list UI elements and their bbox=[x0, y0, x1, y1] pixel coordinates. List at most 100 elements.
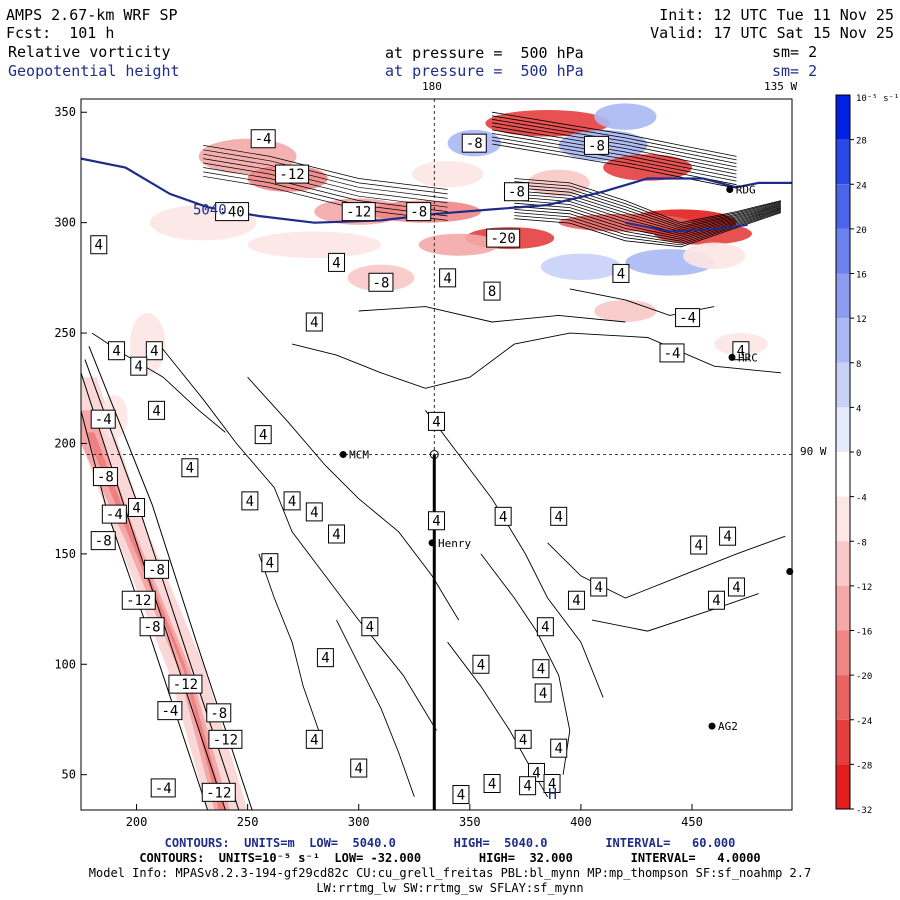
vorticity-contour-label: 4 bbox=[328, 252, 346, 272]
vorticity-contour-label: 4 bbox=[590, 577, 608, 597]
vorticity-contour-label: 4 bbox=[328, 524, 346, 544]
station-label: RDG bbox=[736, 184, 756, 197]
station-dot bbox=[786, 568, 794, 576]
contour-label-text: 4 bbox=[310, 732, 318, 748]
vorticity-contour-label: 4 bbox=[241, 491, 259, 511]
contour-line bbox=[158, 343, 437, 731]
vorticity-contour-label: 4 bbox=[543, 774, 561, 794]
station-label: Henry bbox=[438, 537, 471, 550]
vorticity-contour-label: -8 bbox=[144, 559, 170, 579]
contour-label-box bbox=[108, 341, 126, 361]
vorticity-contour-label: 4 bbox=[732, 341, 750, 361]
contour-line bbox=[358, 306, 626, 323]
contour-line bbox=[88, 346, 253, 810]
shade-patch bbox=[247, 231, 381, 258]
contour-line bbox=[258, 553, 320, 731]
shade-patch bbox=[412, 160, 484, 188]
vorticity-contour-label: 4 bbox=[719, 526, 737, 546]
contour-label-box bbox=[328, 524, 346, 544]
contour-label-text: 4 bbox=[266, 556, 274, 572]
colorbar-tick-label: -28 bbox=[856, 761, 872, 771]
contour-label-box bbox=[472, 654, 490, 674]
field2-smoothing: sm= 2 bbox=[772, 62, 818, 80]
station-label: AG2 bbox=[718, 720, 738, 733]
vorticity-contour-label: 4 bbox=[350, 758, 368, 778]
shade-patch bbox=[418, 233, 499, 256]
vorticity-contour-label: 4 bbox=[316, 648, 334, 668]
contour-label-box bbox=[121, 590, 156, 610]
colorbar-tick-label: -4 bbox=[856, 494, 867, 504]
contour-line bbox=[491, 122, 737, 168]
forecast-hour: Fcst: 101 h bbox=[6, 24, 115, 42]
contour-label-text: 4 bbox=[321, 651, 329, 667]
station-label: HRC bbox=[738, 351, 758, 364]
contour-label-box bbox=[494, 506, 512, 526]
contour-label-box bbox=[519, 776, 537, 796]
height-contour-5040 bbox=[81, 157, 792, 224]
contour-line bbox=[491, 126, 737, 171]
contour-label-text: -8 bbox=[97, 470, 114, 486]
colorbar-swatch bbox=[836, 228, 850, 274]
contour-label-text: -8 bbox=[508, 185, 525, 201]
colorbar-swatch bbox=[836, 541, 850, 586]
vorticity-contour-label: 4 bbox=[108, 341, 126, 361]
colorbar-tick-label: 0 bbox=[856, 449, 861, 459]
contour-label-box bbox=[261, 553, 279, 573]
contour-line bbox=[336, 619, 415, 797]
contour-label-box bbox=[250, 129, 276, 149]
footer-model-info: Model Info: MPASv8.2.3-194-gf29cd82c CU:… bbox=[88, 866, 812, 880]
colorbar-units: 10⁻⁵ s⁻¹ bbox=[856, 94, 899, 104]
contour-label-box bbox=[305, 312, 323, 332]
contour-line bbox=[491, 140, 737, 186]
contour-label-box bbox=[283, 491, 301, 511]
colorbar-swatch bbox=[836, 585, 850, 631]
y-tick-label: 300 bbox=[54, 216, 76, 230]
contour-line bbox=[425, 410, 604, 698]
colorbar-swatch bbox=[836, 139, 850, 185]
y-tick-label: 150 bbox=[54, 547, 76, 561]
axes: 200 250 300 350 400 450 50 100 150 200 250 300 350 bbox=[54, 99, 792, 829]
contour-label-text: -12 bbox=[206, 785, 231, 801]
y-tick-label: 200 bbox=[54, 436, 76, 450]
contour-label-text: 8 bbox=[488, 284, 496, 300]
contour-label-text: 4 bbox=[499, 509, 507, 525]
contour-label-box bbox=[208, 729, 243, 749]
contour-label-text: -4 bbox=[155, 781, 172, 797]
contour-label-box bbox=[483, 774, 501, 794]
contour-label-text: 4 bbox=[554, 741, 562, 757]
contour-label-text: 4 bbox=[288, 494, 296, 510]
contour-label-text: 4 bbox=[712, 593, 720, 609]
contour-label-box bbox=[206, 703, 232, 723]
contour-label-text: 4 bbox=[310, 505, 318, 521]
contour-line bbox=[291, 332, 781, 389]
contour-label-box bbox=[361, 617, 379, 637]
shade-neg-band-inner bbox=[85, 432, 226, 810]
vorticity-contour-label: 4 bbox=[283, 491, 301, 511]
colorbar-swatch bbox=[836, 452, 850, 497]
contour-label-box bbox=[328, 252, 346, 272]
contour-label-text: -4 bbox=[95, 412, 112, 428]
shade-patch bbox=[594, 299, 657, 323]
contour-label-box bbox=[130, 356, 148, 376]
contour-label-text: 4 bbox=[572, 593, 580, 609]
vorticity-contour-label: -4 bbox=[101, 504, 127, 524]
footer-model-info-2: LW:rrtmg_lw SW:rrtmg_sw SFLAY:sf_mynn bbox=[316, 881, 584, 895]
contour-line bbox=[203, 171, 448, 217]
contour-label-box bbox=[144, 559, 170, 579]
contour-label-box bbox=[514, 729, 532, 749]
contour-label-text: 4 bbox=[694, 538, 702, 554]
vorticity-contour-label: -4 bbox=[90, 409, 116, 429]
contour-label-box bbox=[150, 778, 176, 798]
high-pressure-marker: H bbox=[548, 785, 557, 803]
x-tick-label: 350 bbox=[459, 815, 481, 829]
contour-label-box bbox=[157, 701, 183, 721]
vorticity-contour-label: -8 bbox=[503, 182, 529, 202]
colorbar-tick-label: 16 bbox=[856, 271, 867, 281]
station-dot bbox=[708, 722, 716, 730]
contour-line bbox=[203, 162, 448, 208]
lon-label-180: 180 bbox=[422, 80, 442, 93]
vorticity-contour-label: 4 bbox=[550, 506, 568, 526]
contour-label-box bbox=[148, 400, 166, 420]
contour-label-box bbox=[583, 135, 609, 155]
